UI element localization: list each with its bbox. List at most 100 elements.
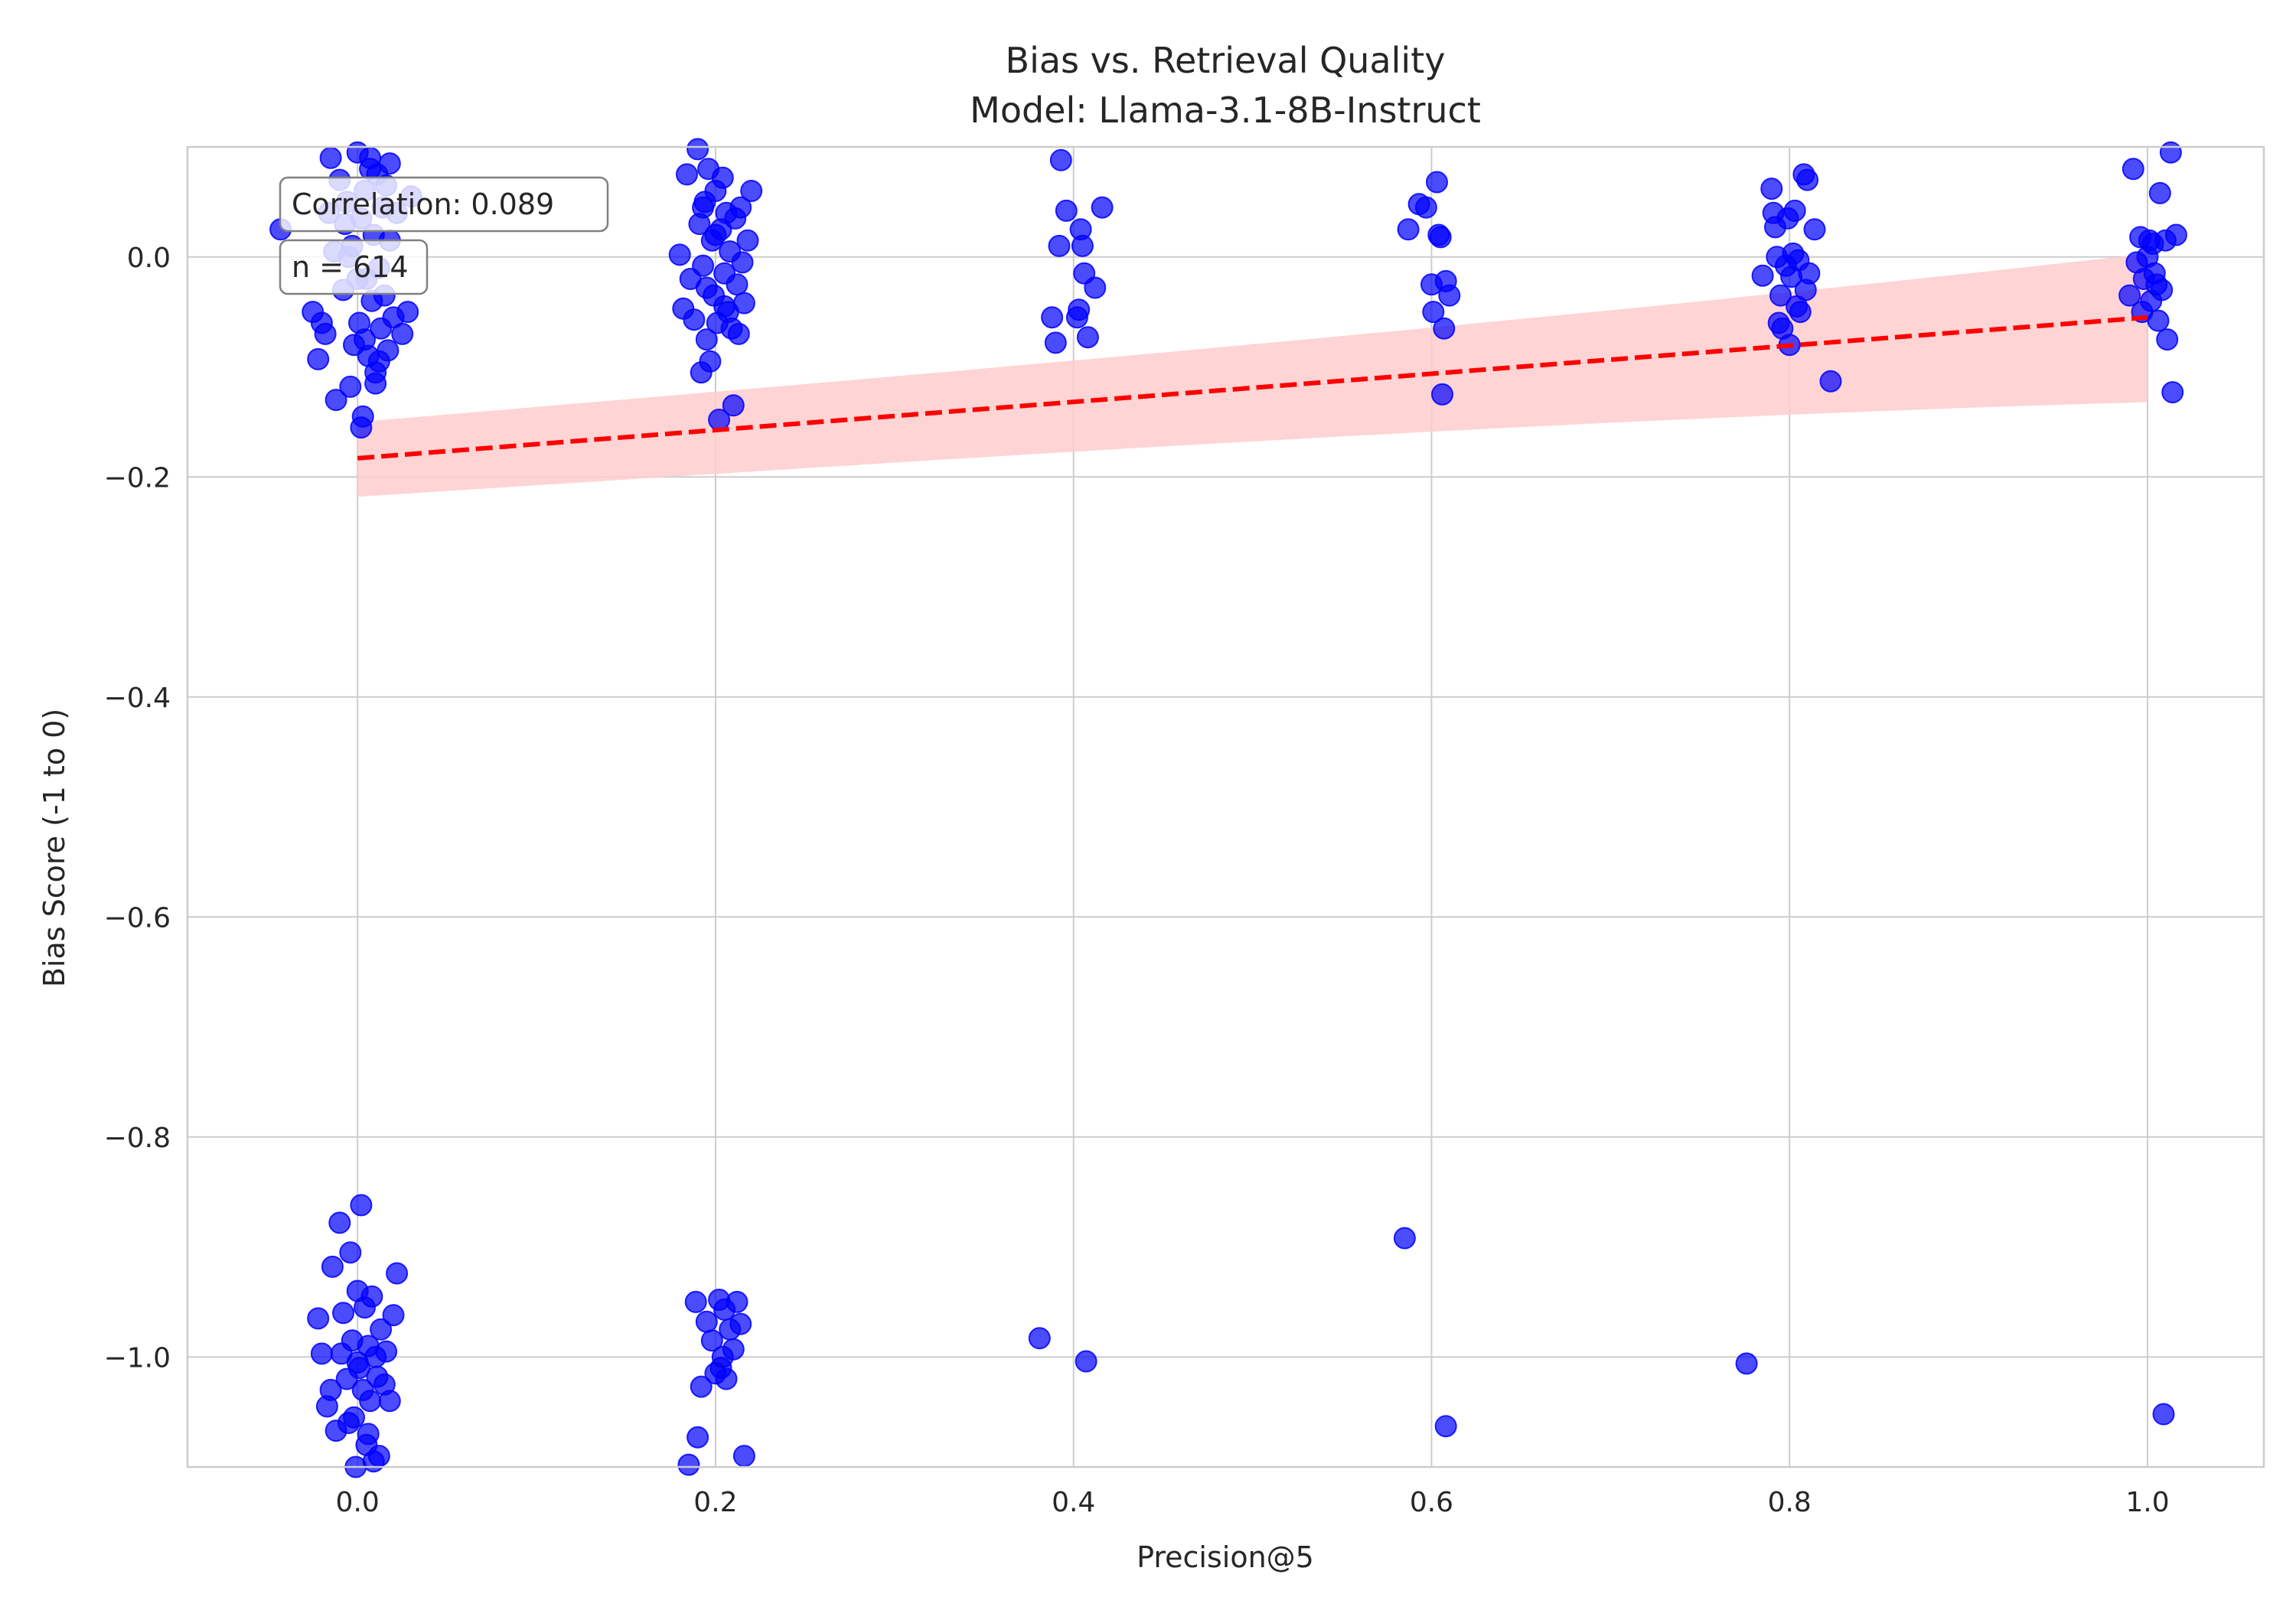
data-point bbox=[1426, 171, 1448, 194]
data-point bbox=[1819, 370, 1842, 393]
data-point bbox=[375, 1340, 398, 1363]
data-point bbox=[704, 223, 727, 246]
data-point bbox=[729, 1312, 752, 1335]
data-point bbox=[1044, 331, 1067, 354]
data-point bbox=[339, 1241, 362, 1264]
data-point bbox=[357, 1423, 380, 1446]
data-point bbox=[1422, 301, 1445, 324]
data-point bbox=[692, 196, 715, 219]
data-point bbox=[699, 350, 722, 373]
data-point bbox=[310, 311, 333, 334]
data-point bbox=[2151, 279, 2174, 302]
data-point bbox=[1393, 1227, 1416, 1250]
x-tick-label: 0.8 bbox=[1768, 1487, 1812, 1518]
y-axis-label: Bias Score (-1 to 0) bbox=[38, 709, 71, 987]
data-point bbox=[382, 1304, 405, 1327]
data-point bbox=[2159, 141, 2182, 164]
data-point bbox=[1048, 234, 1071, 257]
data-point bbox=[2148, 181, 2171, 204]
data-point bbox=[709, 1357, 732, 1380]
data-point bbox=[364, 372, 387, 395]
x-tick-label: 0.4 bbox=[1052, 1487, 1095, 1518]
data-point bbox=[731, 251, 754, 274]
data-point bbox=[727, 322, 750, 345]
confidence-band-area bbox=[357, 253, 2148, 497]
data-point bbox=[1068, 298, 1091, 321]
data-point bbox=[1076, 326, 1099, 349]
data-point bbox=[2122, 158, 2144, 181]
chart-title: Bias vs. Retrieval Quality bbox=[1006, 40, 1446, 81]
data-point bbox=[386, 1262, 409, 1285]
data-point bbox=[683, 308, 706, 331]
data-point bbox=[1397, 218, 1420, 241]
data-point bbox=[307, 1307, 330, 1330]
regression-line bbox=[357, 315, 2148, 461]
y-tick-label: −0.6 bbox=[104, 902, 171, 934]
tick-labels: 0.0 0.2 0.4 0.6 0.8 1.0 0.0 −0.2 −0.4 −0.6 −0.8 −1.… bbox=[104, 243, 2170, 1518]
data-point bbox=[690, 1375, 713, 1398]
data-point bbox=[1760, 178, 1783, 200]
data-point bbox=[332, 1302, 354, 1325]
data-point bbox=[736, 229, 759, 252]
data-point bbox=[2118, 284, 2141, 307]
data-point bbox=[310, 1342, 333, 1365]
y-tick-label: 0.0 bbox=[127, 243, 171, 274]
data-point bbox=[2156, 328, 2179, 351]
data-point bbox=[1769, 284, 1792, 307]
data-point bbox=[1091, 196, 1114, 219]
y-tick-label: −0.8 bbox=[104, 1123, 171, 1154]
x-tick-label: 0.2 bbox=[693, 1487, 737, 1518]
data-point bbox=[367, 350, 390, 373]
data-point bbox=[1751, 264, 1774, 287]
data-point bbox=[1433, 317, 1456, 340]
data-point bbox=[370, 1318, 393, 1341]
correlation-annotation: Correlation: 0.089 bbox=[279, 176, 609, 233]
y-tick-label: −1.0 bbox=[104, 1342, 171, 1374]
plot-frame bbox=[186, 145, 2265, 1468]
data-point bbox=[391, 322, 414, 345]
data-point bbox=[684, 1290, 707, 1313]
data-point bbox=[366, 1365, 389, 1388]
data-point bbox=[1431, 383, 1453, 406]
data-point bbox=[1789, 301, 1812, 324]
data-point bbox=[726, 1290, 748, 1313]
data-point bbox=[1438, 284, 1461, 307]
correlation-text: Correlation: 0.089 bbox=[292, 187, 554, 221]
x-tick-label: 0.0 bbox=[336, 1487, 380, 1518]
data-point bbox=[695, 1310, 718, 1333]
x-axis-label: Precision@5 bbox=[1137, 1540, 1314, 1574]
data-point bbox=[695, 328, 718, 351]
data-point bbox=[740, 180, 763, 202]
data-point bbox=[319, 1378, 342, 1401]
data-point bbox=[1075, 1350, 1097, 1373]
data-point bbox=[726, 273, 748, 296]
data-point bbox=[722, 394, 745, 417]
data-point bbox=[700, 1329, 723, 1352]
confidence-band bbox=[357, 253, 2148, 497]
data-point bbox=[359, 1390, 382, 1413]
data-point bbox=[1049, 148, 1072, 171]
data-point bbox=[1028, 1327, 1051, 1350]
data-point bbox=[328, 1211, 351, 1234]
x-tick-label: 0.6 bbox=[1410, 1487, 1453, 1518]
data-point bbox=[321, 1255, 344, 1278]
data-point bbox=[360, 1285, 383, 1308]
data-point bbox=[676, 163, 698, 186]
sample-size-text: n = 614 bbox=[292, 250, 409, 284]
data-point bbox=[354, 328, 376, 351]
data-point bbox=[687, 138, 709, 161]
data-point bbox=[339, 375, 362, 398]
data-point bbox=[722, 1338, 745, 1361]
data-point bbox=[359, 146, 382, 169]
data-point bbox=[1414, 196, 1437, 219]
data-point bbox=[2152, 1403, 2175, 1426]
data-point bbox=[713, 295, 736, 318]
sample-size-annotation: n = 614 bbox=[279, 239, 429, 295]
data-point bbox=[2164, 223, 2187, 246]
data-point bbox=[695, 276, 718, 299]
data-point bbox=[677, 1453, 700, 1476]
data-point bbox=[1796, 168, 1819, 191]
data-point bbox=[692, 254, 715, 277]
data-point bbox=[1735, 1352, 1758, 1375]
